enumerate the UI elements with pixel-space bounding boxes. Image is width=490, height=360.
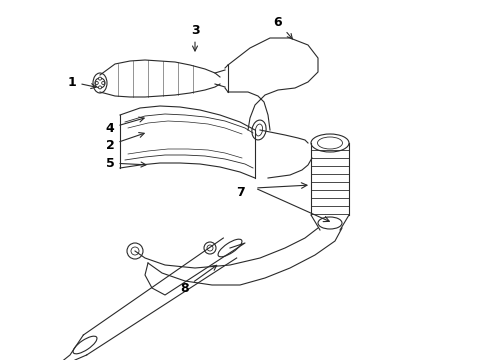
Text: 7: 7	[236, 185, 245, 198]
Circle shape	[102, 81, 105, 85]
Text: 1: 1	[68, 76, 96, 89]
Circle shape	[98, 77, 101, 80]
Text: 3: 3	[191, 23, 199, 51]
Text: 5: 5	[106, 157, 146, 170]
Ellipse shape	[218, 239, 242, 257]
Ellipse shape	[318, 137, 343, 149]
Ellipse shape	[252, 120, 266, 140]
Circle shape	[98, 86, 101, 89]
Text: 6: 6	[274, 15, 293, 39]
Circle shape	[204, 242, 216, 254]
Circle shape	[95, 78, 105, 88]
Circle shape	[127, 243, 143, 259]
Text: 8: 8	[181, 265, 217, 294]
Ellipse shape	[93, 73, 107, 93]
Ellipse shape	[318, 217, 342, 229]
Circle shape	[207, 245, 213, 251]
Ellipse shape	[255, 124, 263, 136]
Text: 2: 2	[106, 132, 144, 152]
Text: 4: 4	[106, 117, 144, 135]
Circle shape	[131, 247, 139, 255]
Ellipse shape	[73, 336, 97, 354]
Ellipse shape	[311, 134, 349, 152]
Circle shape	[95, 81, 98, 85]
